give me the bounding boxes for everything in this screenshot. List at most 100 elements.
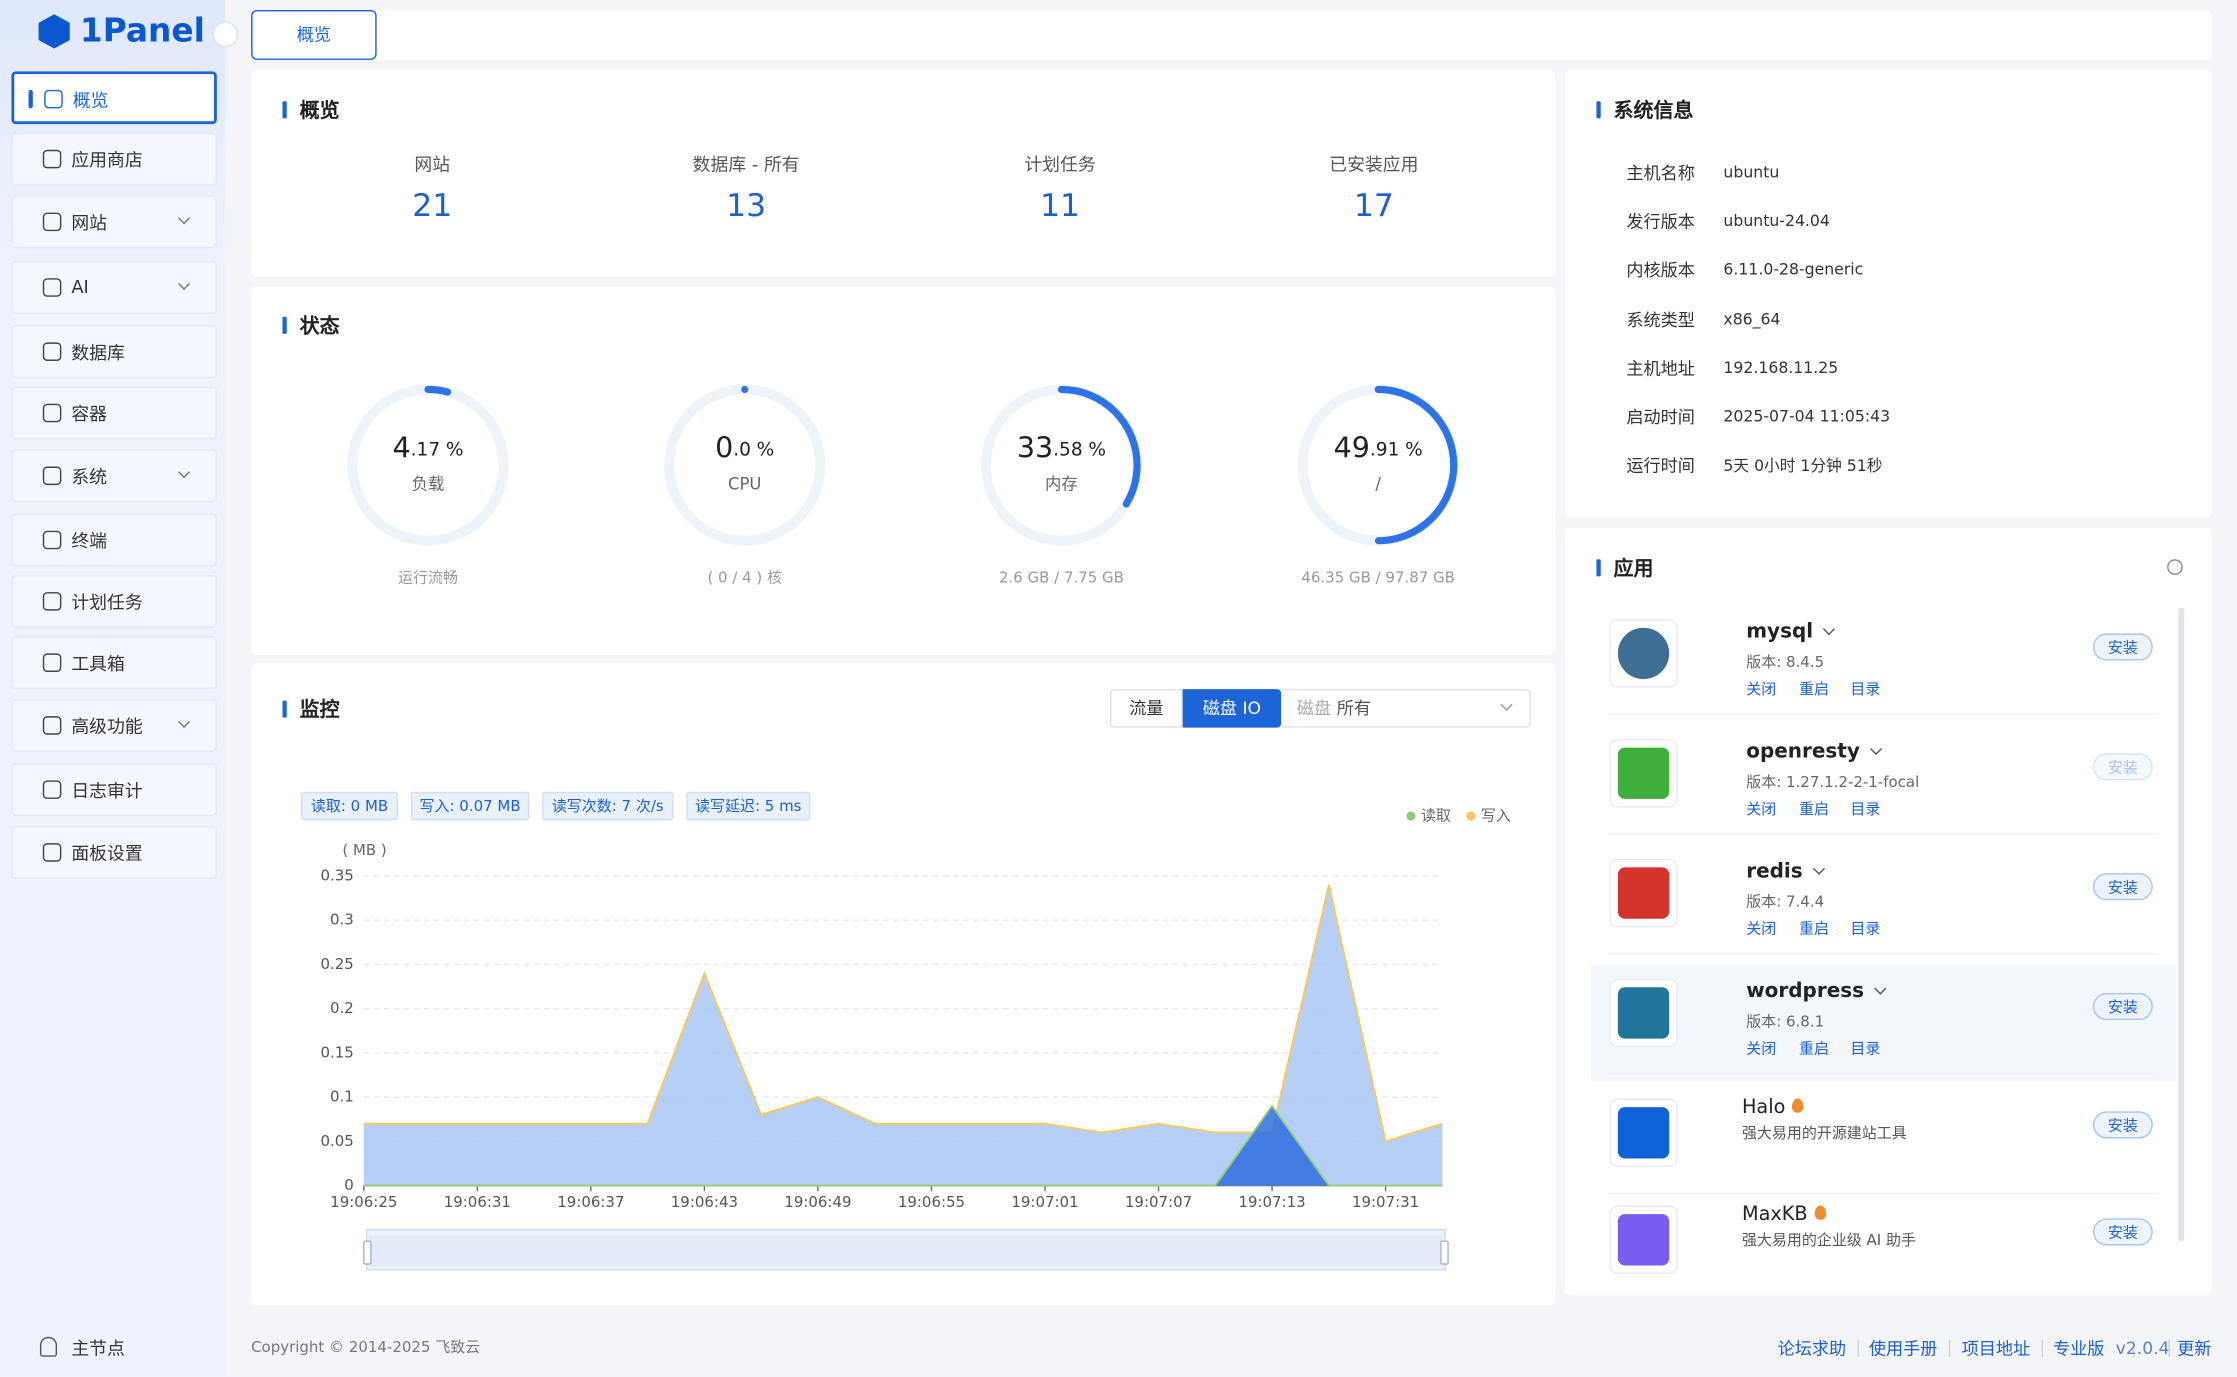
app-name[interactable]: wordpress xyxy=(1746,980,1865,1003)
hot-icon xyxy=(1792,1098,1804,1113)
area-line xyxy=(363,1104,1443,1187)
footer-link[interactable]: 专业版 xyxy=(2052,1338,2105,1359)
y-tick-label: 0.2 xyxy=(330,999,354,1017)
monitor-tab-label[interactable]: 磁盘 IO xyxy=(1202,698,1262,719)
stat-badge xyxy=(410,791,530,821)
app-action[interactable]: 关闭 xyxy=(1746,920,1777,939)
card-title: 监控 xyxy=(299,699,340,722)
stat-value[interactable]: 13 xyxy=(726,189,767,225)
install-button[interactable] xyxy=(2092,992,2153,1021)
legend-dot xyxy=(1466,811,1476,821)
app-desc: 强大易用的企业级 AI 助手 xyxy=(1741,1231,1916,1250)
footer-link[interactable]: 论坛求助 xyxy=(1777,1338,1847,1359)
app-name[interactable]: openresty xyxy=(1746,740,1860,764)
app-name[interactable]: mysql xyxy=(1746,620,1814,644)
menu-item[interactable]: 终端 xyxy=(11,513,217,567)
stat-value[interactable]: 21 xyxy=(412,189,453,225)
app-icon-shape xyxy=(1617,1107,1670,1159)
title-marker xyxy=(282,700,287,718)
menu-item[interactable]: 应用商店 xyxy=(11,132,217,186)
install-button-label[interactable]: 安装 xyxy=(2107,878,2138,896)
app-action[interactable]: 重启 xyxy=(1799,681,1829,699)
gauge-value-part: % xyxy=(1088,439,1106,460)
install-button-label[interactable]: 安装 xyxy=(2107,1224,2138,1242)
collapse-button[interactable] xyxy=(212,21,239,48)
menu-label: 容器 xyxy=(71,403,108,425)
y-tick-label: 0.35 xyxy=(320,866,353,884)
app-action[interactable]: 重启 xyxy=(1799,920,1829,939)
stat-label: 已安装应用 xyxy=(1329,153,1419,175)
gauge-value-part: % xyxy=(446,439,464,460)
install-button xyxy=(2092,753,2153,781)
overview-card xyxy=(251,69,1556,277)
menu-item[interactable]: 工具箱 xyxy=(11,636,217,690)
settings-icon[interactable] xyxy=(2167,559,2183,575)
menu-item[interactable]: 日志审计 xyxy=(11,763,217,817)
app-icon xyxy=(1609,978,1678,1048)
monitor-tab-label[interactable]: 流量 xyxy=(1129,698,1164,719)
gauge-value-part: .17 xyxy=(411,439,440,460)
gauge-value-part: % xyxy=(757,439,775,460)
menu-icon xyxy=(42,780,62,799)
menu-label: 高级功能 xyxy=(71,715,143,737)
menu-item[interactable]: 面板设置 xyxy=(11,826,217,879)
menu-item[interactable]: 系统 xyxy=(11,449,217,503)
app-action[interactable]: 关闭 xyxy=(1746,801,1777,819)
disk-select[interactable] xyxy=(1281,689,1531,728)
menu-item[interactable]: 容器 xyxy=(11,386,217,440)
app-action[interactable]: 重启 xyxy=(1799,1040,1829,1058)
menu-item[interactable]: 网站 xyxy=(11,195,217,249)
menu-item[interactable]: 高级功能 xyxy=(11,699,217,752)
monitor-tab[interactable] xyxy=(1182,689,1282,728)
menu-icon xyxy=(44,89,63,109)
app-name[interactable]: MaxKB xyxy=(1741,1202,1808,1226)
x-tick-label: 19:07:31 xyxy=(1352,1193,1419,1211)
install-button-label[interactable]: 安装 xyxy=(2107,998,2138,1016)
stat-value[interactable]: 11 xyxy=(1040,189,1080,225)
menu-item[interactable]: 概览 xyxy=(11,71,217,125)
gauge-detail: ( 0 / 4 ) 核 xyxy=(707,568,782,586)
menu-icon xyxy=(42,342,62,361)
app-name[interactable]: Halo xyxy=(1741,1095,1786,1119)
menu-item[interactable]: AI xyxy=(11,261,217,314)
install-button[interactable] xyxy=(2092,1218,2153,1246)
install-button-label[interactable]: 安装 xyxy=(2107,639,2138,657)
install-button-label[interactable]: 安装 xyxy=(2107,1117,2138,1135)
gauge-value-part: .0 xyxy=(733,439,751,460)
gauge-value-part: % xyxy=(1405,439,1423,460)
tab-label[interactable]: 概览 xyxy=(296,24,331,45)
footer-link[interactable]: 使用手册 xyxy=(1868,1338,1938,1359)
node-label[interactable]: 主节点 xyxy=(71,1337,125,1359)
app-icon xyxy=(1609,1205,1678,1275)
info-label: 启动时间 xyxy=(1626,407,1695,428)
install-button[interactable] xyxy=(2092,1111,2153,1139)
install-button[interactable] xyxy=(2092,873,2153,901)
menu-icon xyxy=(42,212,62,232)
update-link[interactable]: 更新 xyxy=(2177,1338,2212,1359)
info-label: 主机名称 xyxy=(1626,163,1695,184)
footer-separator xyxy=(1948,1339,1951,1357)
app-action[interactable]: 目录 xyxy=(1850,801,1881,819)
menu-label: 工具箱 xyxy=(71,652,125,675)
tab[interactable] xyxy=(251,9,377,60)
gauge-arc xyxy=(665,385,824,545)
app-name[interactable]: redis xyxy=(1746,860,1803,884)
app-action[interactable]: 目录 xyxy=(1850,1040,1881,1058)
menu-item[interactable]: 数据库 xyxy=(11,325,217,379)
stat-value[interactable]: 17 xyxy=(1353,189,1394,225)
menu-item[interactable]: 计划任务 xyxy=(11,574,217,628)
gauge-name: 内存 xyxy=(1045,475,1078,494)
app-action[interactable]: 目录 xyxy=(1850,920,1881,939)
app-action[interactable]: 关闭 xyxy=(1746,1040,1777,1058)
app-action[interactable]: 目录 xyxy=(1850,681,1881,699)
install-button[interactable] xyxy=(2092,633,2153,661)
gauge-value-part: 33 xyxy=(1017,431,1053,464)
app-action[interactable]: 重启 xyxy=(1799,801,1829,819)
gauge-detail: 46.35 GB / 97.87 GB xyxy=(1301,568,1455,586)
app-icon xyxy=(1609,858,1678,928)
monitor-tab[interactable] xyxy=(1109,689,1183,728)
app-action[interactable]: 关闭 xyxy=(1746,681,1777,699)
footer-link[interactable]: 项目地址 xyxy=(1961,1338,2031,1359)
app-icon-shape xyxy=(1617,627,1670,680)
